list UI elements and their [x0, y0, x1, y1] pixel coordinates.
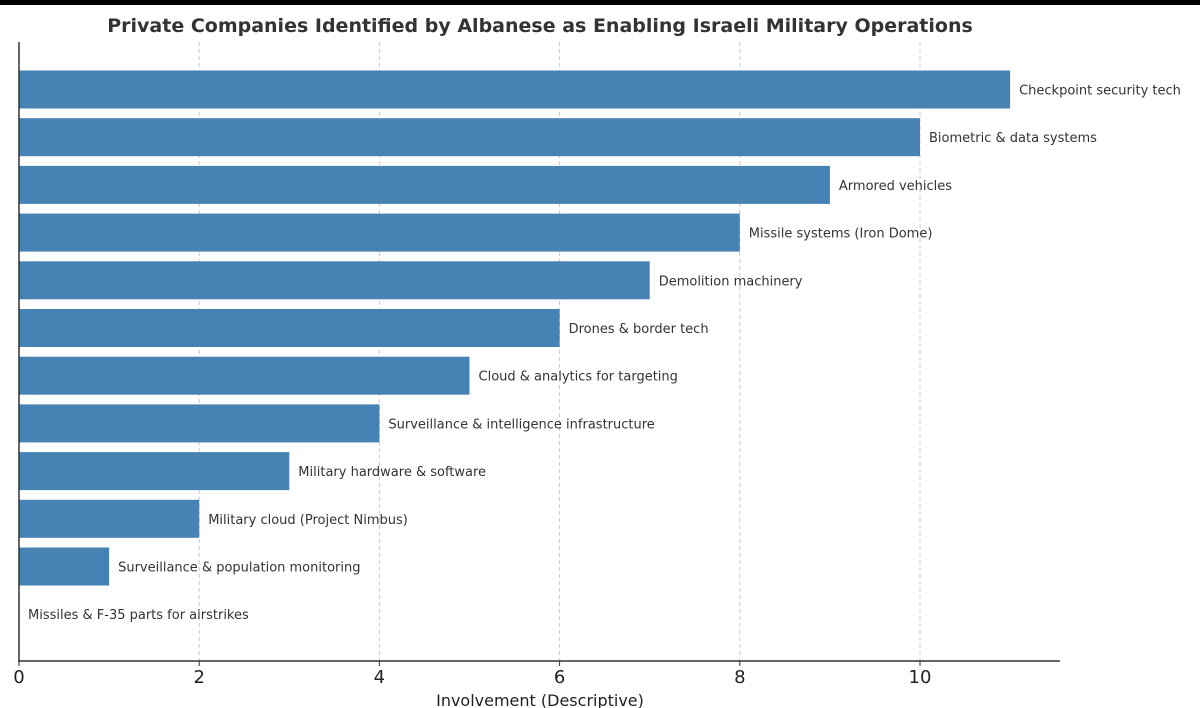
bar-label: Checkpoint security tech	[1019, 84, 1181, 99]
x-tick-label: 8	[734, 667, 745, 688]
bar	[19, 356, 470, 395]
bar	[19, 70, 1011, 109]
bar	[19, 213, 740, 252]
bar-label: Surveillance & population monitoring	[118, 561, 360, 576]
bar	[19, 547, 110, 586]
bar-label: Biometric & data systems	[929, 131, 1097, 146]
bar	[19, 452, 290, 491]
bar	[19, 309, 560, 347]
x-ticks: 0 2 4 6 8 10	[13, 661, 931, 688]
bar-label: Armored vehicles	[839, 179, 952, 194]
bar-label: Military cloud (Project Nimbus)	[208, 513, 408, 528]
x-tick-label: 10	[909, 667, 932, 688]
x-tick-label: 2	[193, 667, 204, 688]
bar-labels: Missiles & F-35 parts for airstrikes Surv…	[28, 84, 1181, 624]
x-tick-label: 6	[554, 667, 565, 688]
bar-label: Demolition machinery	[659, 274, 803, 289]
bar-label: Cloud & analytics for targeting	[479, 370, 678, 385]
bar	[19, 499, 200, 538]
x-tick-label: 4	[374, 667, 385, 688]
grid-lines	[198, 42, 921, 661]
bar-label: Surveillance & intelligence infrastructu…	[388, 417, 654, 432]
bars	[19, 70, 1011, 586]
bar	[19, 261, 650, 300]
bar-label: Military hardware & software	[298, 465, 486, 480]
bar	[19, 404, 380, 443]
chart-title: Private Companies Identified by Albanese…	[107, 15, 973, 37]
bar-label: Missiles & F-35 parts for airstrikes	[28, 608, 249, 623]
bar	[19, 118, 920, 157]
bar	[19, 165, 830, 204]
x-tick-label: 0	[13, 667, 24, 688]
bar-label: Missile systems (Iron Dome)	[749, 227, 933, 242]
bar-label: Drones & border tech	[569, 322, 709, 337]
x-axis-label: Involvement (Descriptive)	[436, 691, 644, 708]
top-border	[0, 0, 1200, 5]
